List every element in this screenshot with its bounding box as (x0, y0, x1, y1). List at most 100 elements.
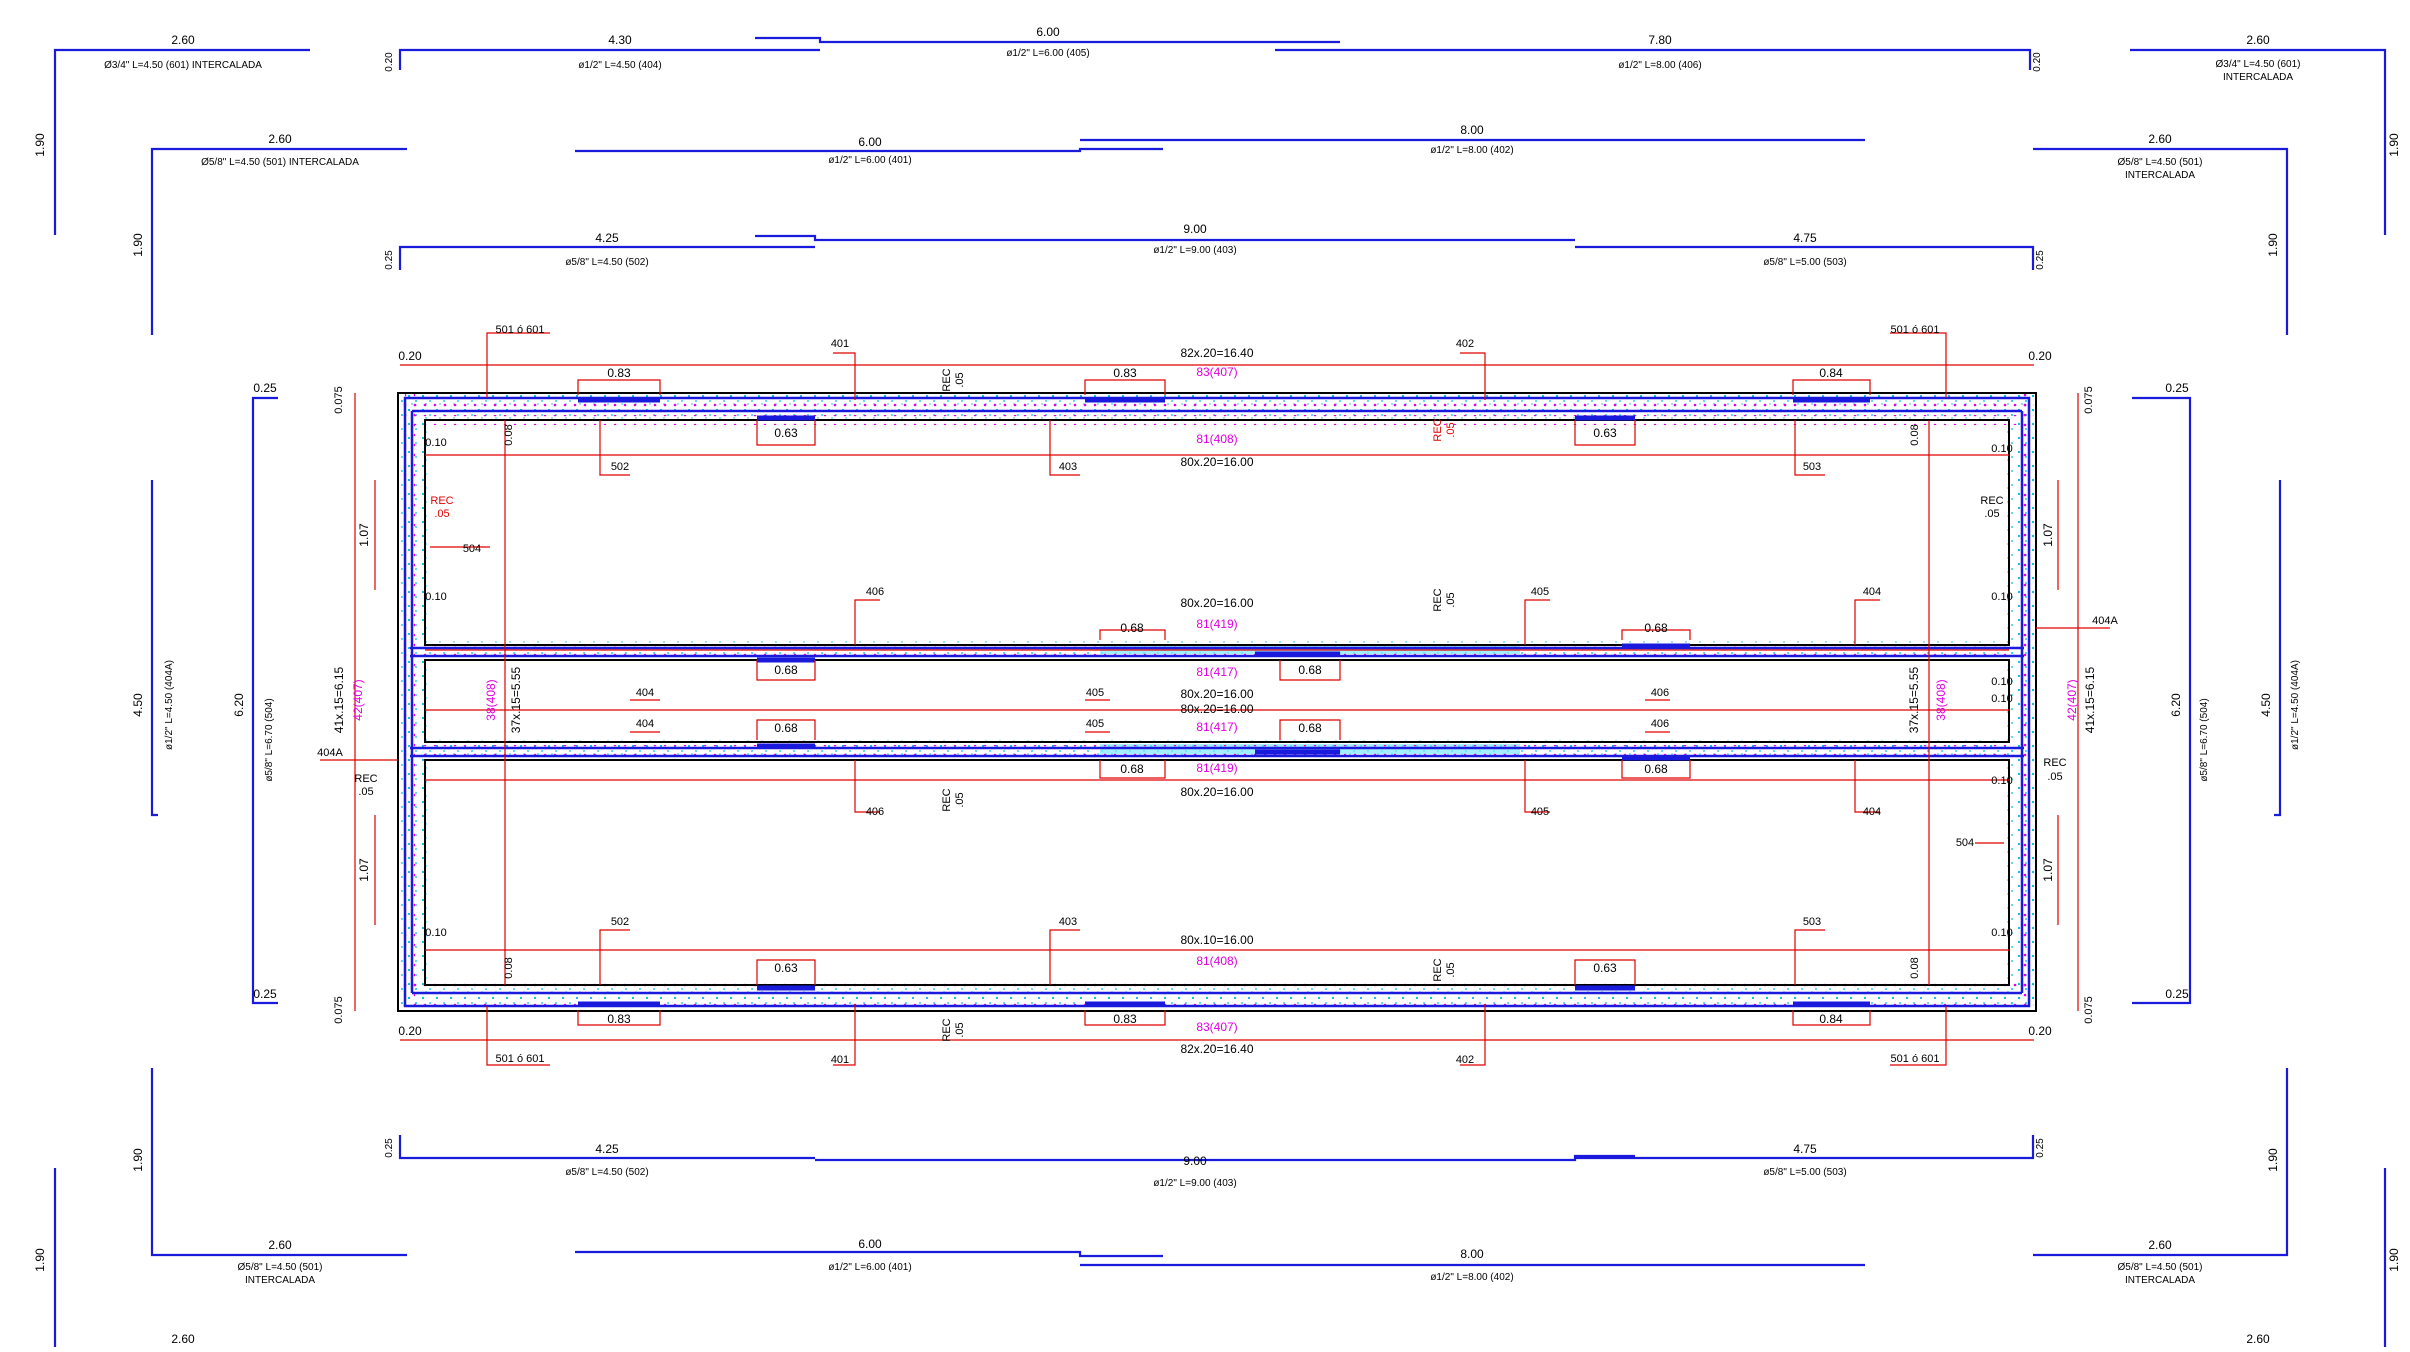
bar-601-bot-right (2383, 1168, 2387, 1352)
tag-404a-left: 404A (317, 747, 343, 759)
plan-left-37: 37x.15=5.55 (509, 666, 523, 733)
lap-068-f: 0.68 (1298, 721, 1322, 735)
v107-bl: 1.07 (357, 858, 371, 882)
slab-outline (397, 392, 2037, 1012)
bar-501-bot-right (2033, 1068, 2289, 1257)
v008-tr: 0.08 (1909, 424, 1921, 445)
bar-501-bot-left (150, 1068, 407, 1257)
bar-501-tl-len: 2.60 (268, 132, 292, 146)
v020-tl: 0.20 (398, 349, 422, 363)
lap-084-top: 0.84 (1819, 366, 1843, 380)
bar-504-right-len: 6.20 (2169, 693, 2183, 717)
lap-083-bot: 0.83 (607, 1012, 631, 1026)
rec05-mid-b: .05 (954, 792, 966, 807)
lap-083-top: 0.83 (607, 366, 631, 380)
bottom-bar-schedule (53, 1068, 2387, 1352)
slab-inner-mid (424, 659, 2010, 743)
tag-503-top: 503 (1803, 461, 1821, 473)
bar-502-top (398, 245, 815, 270)
bar-403-bot (815, 1154, 1635, 1162)
tag-405-b: 405 (1086, 687, 1104, 699)
v010-tr: 0.10 (1991, 443, 2012, 455)
v020-bl: 0.20 (398, 1024, 422, 1038)
bar-601-tr-desc1: Ø3/4" L=4.50 (601) (2216, 59, 2301, 70)
bar-402-top-desc: ø1/2" L=8.00 (402) (1430, 145, 1513, 156)
v010-br: 0.10 (1991, 927, 2012, 939)
v008-bl: 0.08 (503, 957, 515, 978)
lap-068-c: 0.68 (774, 663, 798, 677)
tag-404-b: 404 (636, 687, 654, 699)
bar-601-bot-left (53, 1168, 57, 1352)
bar-405 (755, 36, 1340, 44)
bar-401-bot-desc: ø1/2" L=6.00 (401) (828, 1262, 911, 1273)
bar-503-bot-desc: ø5/8" L=5.00 (503) (1763, 1167, 1846, 1178)
plan-bottom-83: 83(407) (1196, 1020, 1237, 1034)
tag-406-d: 406 (866, 806, 884, 818)
plan-row80-bottom: 80x.10=16.00 (1180, 933, 1253, 947)
rec05-left-top: .05 (434, 508, 449, 520)
v0075-tl: 0.075 (333, 386, 345, 414)
bar-404a-right-len: 4.50 (2259, 693, 2273, 717)
slab-inner-top (424, 419, 2010, 646)
lap-068-d: 0.68 (1298, 663, 1322, 677)
bar-601-tr-desc2: INTERCALADA (2223, 72, 2293, 83)
rec-top-b: REC (1432, 418, 1444, 441)
lap-068-h: 0.68 (1644, 762, 1668, 776)
bar-601-top-right (2130, 48, 2387, 235)
plan-row80-mid1: 80x.20=16.00 (1180, 596, 1253, 610)
lap-068-g: 0.68 (1120, 762, 1144, 776)
tag-405-d: 405 (1531, 806, 1549, 818)
v020-br: 0.20 (2028, 1024, 2052, 1038)
bar-404a-left (150, 480, 158, 817)
rec-right-top: REC (1980, 495, 2003, 507)
plan-left-38: 38(408) (484, 679, 498, 720)
rec05-top-b: .05 (1445, 422, 1457, 437)
plan-81-419-a: 81(419) (1196, 617, 1237, 631)
bar-501-tr-desc1: Ø5/8" L=4.50 (501) (2118, 157, 2203, 168)
plan-top-total: 82x.20=16.40 (1180, 346, 1253, 360)
plan-row80-mid2: 80x.20=16.00 (1180, 687, 1253, 701)
bar-503-bot (1575, 1135, 2035, 1160)
tag-501-601-tr: 501 ó 601 (1891, 324, 1940, 336)
bar-404-desc: ø1/2" L=4.50 (404) (578, 60, 661, 71)
rec-left-mid: REC (354, 773, 377, 785)
bar-502-bot (398, 1135, 815, 1160)
plan-right-total: 41x.15=6.15 (2083, 666, 2097, 733)
tag-404a-right: 404A (2092, 615, 2118, 627)
plan-rebar-outer (403, 396, 2031, 1008)
lap-063-bot2: 0.63 (1593, 961, 1617, 975)
bar-406-leg: 0.20 (2032, 52, 2043, 72)
lap-063-top: 0.63 (774, 426, 798, 440)
bar-504-left (251, 396, 278, 1005)
plan-81-417-a: 81(417) (1196, 665, 1237, 679)
bar-405-len: 6.00 (1036, 25, 1060, 39)
tag-501-601-bl: 501 ó 601 (496, 1053, 545, 1065)
lap-063-top2: 0.63 (1593, 426, 1617, 440)
v107-tr: 1.07 (2041, 523, 2055, 547)
bar-504-left-desc: ø5/8" L=6.70 (504) (264, 698, 275, 781)
bar-501-br-len: 2.60 (2148, 1238, 2172, 1252)
tag-501-601-tl: 501 ó 601 (496, 324, 545, 336)
plan-81-417-b: 81(417) (1196, 720, 1237, 734)
bar-501-br-desc1: Ø5/8" L=4.50 (501) (2118, 1262, 2203, 1273)
bar-501-tl-leg: 1.90 (131, 233, 145, 257)
bar-404-leg: 0.20 (384, 52, 395, 72)
lap-068-a: 0.68 (1120, 621, 1144, 635)
rec-right-mid: REC (2043, 757, 2066, 769)
bar-401-top (575, 147, 1163, 153)
v0075-bl: 0.075 (333, 996, 345, 1024)
bar-601-tl-len: 2.60 (171, 33, 195, 47)
bar-404-len: 4.30 (608, 33, 632, 47)
bar-601-br-len: 2.60 (2246, 1332, 2270, 1346)
bar-403-top-desc: ø1/2" L=9.00 (403) (1153, 245, 1236, 256)
plan-81-419-b: 81(419) (1196, 761, 1237, 775)
bottom-bar-schedule-text: 4.25 ø5/8" L=4.50 (502) 0.25 9.00 ø1/2" … (33, 1138, 2401, 1346)
plan-81-408-bot: 81(408) (1196, 954, 1237, 968)
bar-403-top (755, 234, 1575, 242)
tag-406-a: 406 (866, 586, 884, 598)
rec-left-top: REC (430, 495, 453, 507)
rec05-right-top: .05 (1984, 508, 1999, 520)
bar-502-bot-desc: ø5/8" L=4.50 (502) (565, 1167, 648, 1178)
plan-right-37: 37x.15=5.55 (1907, 666, 1921, 733)
